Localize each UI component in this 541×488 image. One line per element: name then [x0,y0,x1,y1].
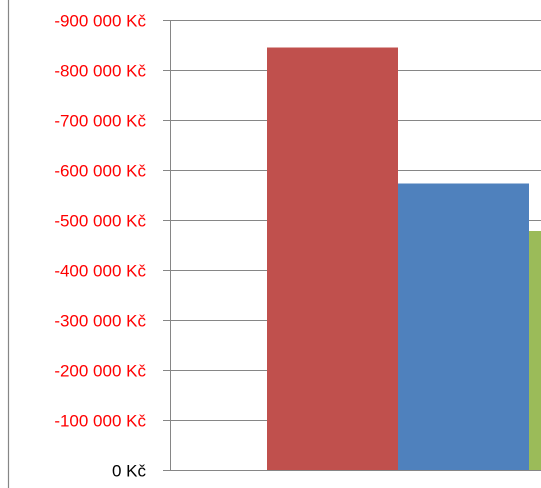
y-tick-labels: 0 Kč -100 000 Kč -200 000 Kč -300 000 Kč -40… [54,12,146,481]
axes [7,0,541,488]
y-tick-label: -900 000 Kč [54,12,146,31]
y-tick-label: -500 000 Kč [54,212,146,231]
y-tick-label: -600 000 Kč [54,162,146,181]
y-tick-label: -100 000 Kč [54,412,146,431]
bars [267,47,541,470]
y-tick-label: -800 000 Kč [54,62,146,81]
y-tick-label: 0 Kč [112,462,147,481]
y-tick-label: -300 000 Kč [54,312,146,331]
bar-series-1 [267,47,398,470]
bar-series-2 [398,183,529,470]
bar-series-3 [529,231,541,470]
y-tick-label: -200 000 Kč [54,362,146,381]
y-tick-label: -700 000 Kč [54,112,146,131]
y-tick-label: -400 000 Kč [54,262,146,281]
